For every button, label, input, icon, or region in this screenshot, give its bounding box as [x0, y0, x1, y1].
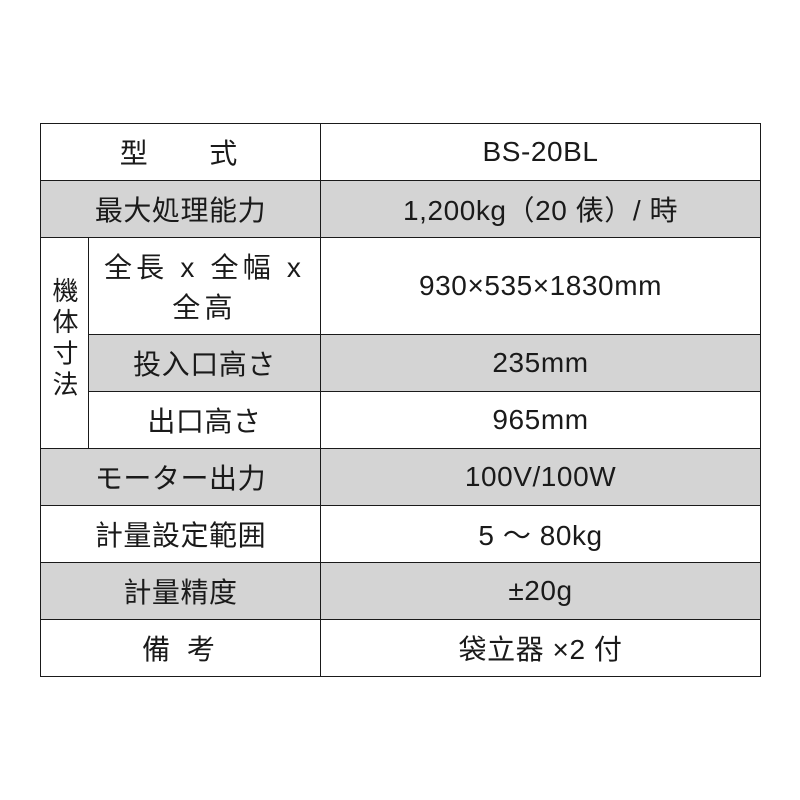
spec-value: 袋立器 ×2 付: [321, 620, 761, 677]
spec-value: 965mm: [321, 392, 761, 449]
spec-label: モーター出力: [41, 449, 321, 506]
spec-value: 235mm: [321, 335, 761, 392]
spec-table: 型 式 BS-20BL 最大処理能力 1,200kg（20 俵）/ 時 機体寸法…: [40, 123, 761, 677]
table-row: 機体寸法 全長 x 全幅 x 全高 930×535×1830mm: [41, 238, 761, 335]
spec-value: 1,200kg（20 俵）/ 時: [321, 181, 761, 238]
dimensions-group-label: 機体寸法: [41, 238, 89, 449]
spec-label: 備考: [41, 620, 321, 677]
spec-label: 最大処理能力: [41, 181, 321, 238]
spec-value: ±20g: [321, 563, 761, 620]
spec-value: 5 〜 80kg: [321, 506, 761, 563]
spec-label: 全長 x 全幅 x 全高: [89, 238, 321, 335]
spec-label: 計量設定範囲: [41, 506, 321, 563]
table-row: 最大処理能力 1,200kg（20 俵）/ 時: [41, 181, 761, 238]
table-row: 出口高さ 965mm: [41, 392, 761, 449]
table-row: 型 式 BS-20BL: [41, 124, 761, 181]
spec-label: 計量精度: [41, 563, 321, 620]
spec-table-container: 型 式 BS-20BL 最大処理能力 1,200kg（20 俵）/ 時 機体寸法…: [40, 123, 760, 677]
spec-label: 出口高さ: [89, 392, 321, 449]
spec-value: BS-20BL: [321, 124, 761, 181]
spec-label: 型 式: [41, 124, 321, 181]
table-row: 計量設定範囲 5 〜 80kg: [41, 506, 761, 563]
table-row: モーター出力 100V/100W: [41, 449, 761, 506]
spec-value: 930×535×1830mm: [321, 238, 761, 335]
spec-label: 投入口高さ: [89, 335, 321, 392]
table-row: 計量精度 ±20g: [41, 563, 761, 620]
table-row: 備考 袋立器 ×2 付: [41, 620, 761, 677]
table-row: 投入口高さ 235mm: [41, 335, 761, 392]
spec-value: 100V/100W: [321, 449, 761, 506]
